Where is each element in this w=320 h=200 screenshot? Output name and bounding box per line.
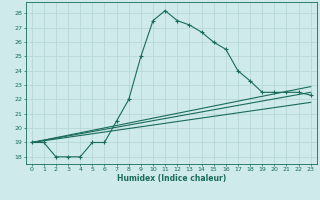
X-axis label: Humidex (Indice chaleur): Humidex (Indice chaleur)	[116, 174, 226, 183]
